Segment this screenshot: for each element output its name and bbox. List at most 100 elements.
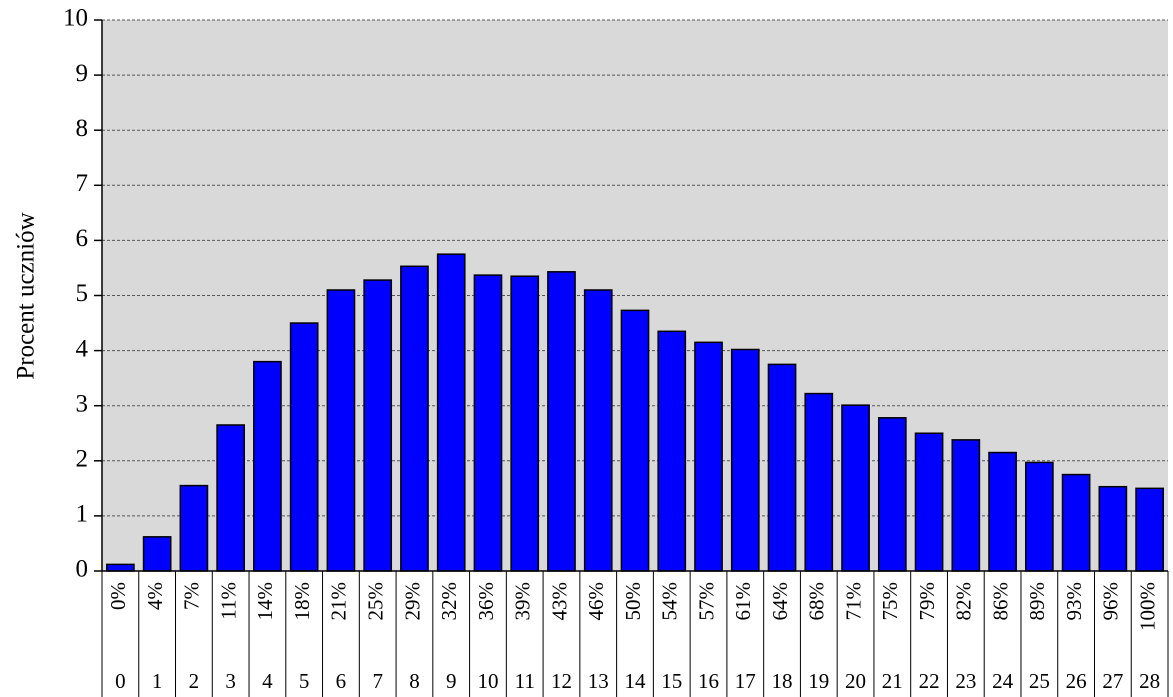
bar <box>1135 487 1164 572</box>
bar <box>106 563 135 572</box>
x-tick-label: 14 <box>625 669 647 693</box>
y-tick-label: 4 <box>76 335 89 362</box>
bar <box>400 265 429 572</box>
bar <box>730 348 760 572</box>
x-percent-label: 25% <box>364 582 388 621</box>
y-tick-label: 8 <box>76 115 89 142</box>
x-percent-label: 96% <box>1099 582 1123 621</box>
bar <box>877 417 907 572</box>
bar <box>1024 461 1054 572</box>
x-tick-label: 23 <box>955 669 976 693</box>
x-percent-label: 100% <box>1135 582 1159 631</box>
bar <box>620 309 650 572</box>
bar <box>657 330 687 572</box>
x-tick-label: 13 <box>588 669 609 693</box>
x-percent-label: 71% <box>841 582 865 621</box>
x-percent-label: 79% <box>915 582 939 621</box>
bar <box>988 451 1017 572</box>
x-tick-label: 2 <box>189 669 200 693</box>
bar <box>804 392 834 572</box>
x-tick-label: 20 <box>845 669 866 693</box>
x-tick-label: 27 <box>1102 669 1123 693</box>
x-percent-label: 93% <box>1062 582 1086 621</box>
x-percent-label: 7% <box>180 582 204 610</box>
x-tick-label: 12 <box>551 669 572 693</box>
bar <box>547 271 576 572</box>
x-percent-label: 29% <box>400 582 424 621</box>
x-tick-label: 21 <box>882 669 903 693</box>
x-percent-label: 4% <box>143 582 167 610</box>
bar <box>1061 473 1091 572</box>
x-tick-label: 25 <box>1029 669 1050 693</box>
x-tick-label: 4 <box>262 669 273 693</box>
x-tick-label: 6 <box>336 669 347 693</box>
y-tick-label: 6 <box>76 225 89 252</box>
y-tick-label: 1 <box>76 501 89 528</box>
x-tick-label: 18 <box>772 669 793 693</box>
bar <box>583 289 613 572</box>
x-percent-label: 64% <box>768 582 792 621</box>
x-percent-label: 18% <box>290 582 314 621</box>
bar <box>767 363 797 572</box>
bar <box>363 279 393 572</box>
x-percent-label: 68% <box>805 582 829 621</box>
x-percent-label: 21% <box>327 582 351 621</box>
bar <box>253 360 282 572</box>
x-tick-label: 3 <box>225 669 236 693</box>
x-percent-label: 75% <box>878 582 902 621</box>
x-percent-label: 0% <box>106 582 130 610</box>
y-tick-label: 0 <box>76 556 89 583</box>
bar <box>841 404 870 572</box>
x-tick-label: 19 <box>808 669 829 693</box>
bar <box>1098 485 1128 572</box>
x-percent-label: 82% <box>952 582 976 621</box>
x-percent-label: 50% <box>621 582 645 621</box>
y-tick-label: 9 <box>76 60 89 87</box>
bar <box>694 341 723 572</box>
y-tick-label: 10 <box>63 5 88 32</box>
y-tick-label: 5 <box>76 280 89 307</box>
x-percent-label: 89% <box>1025 582 1049 621</box>
x-percent-label: 14% <box>253 582 277 621</box>
bar <box>473 274 503 572</box>
bar <box>179 484 209 572</box>
y-tick-label: 3 <box>76 390 89 417</box>
x-tick-label: 26 <box>1066 669 1087 693</box>
x-percent-label: 39% <box>511 582 535 621</box>
bar <box>289 322 319 572</box>
y-tick-label: 2 <box>76 446 89 473</box>
bar <box>951 439 981 572</box>
y-tick-label: 7 <box>76 170 89 197</box>
x-tick-label: 11 <box>515 669 535 693</box>
x-percent-label: 86% <box>988 582 1012 621</box>
bar <box>326 289 356 572</box>
x-tick-label: 28 <box>1139 669 1160 693</box>
x-percent-label: 46% <box>584 582 608 621</box>
bar <box>216 424 246 572</box>
bar <box>914 432 944 572</box>
x-tick-label: 16 <box>698 669 719 693</box>
x-tick-label: 10 <box>477 669 498 693</box>
bar <box>510 275 540 572</box>
x-percent-label: 32% <box>437 582 461 621</box>
x-tick-label: 8 <box>409 669 420 693</box>
x-percent-label: 61% <box>731 582 755 621</box>
x-percent-label: 43% <box>547 582 571 621</box>
x-percent-label: 54% <box>658 582 682 621</box>
x-percent-label: 36% <box>474 582 498 621</box>
x-tick-label: 24 <box>992 669 1014 693</box>
bar <box>436 253 466 572</box>
x-tick-label: 1 <box>152 669 163 693</box>
x-percent-label: 11% <box>216 582 240 620</box>
x-tick-label: 17 <box>735 669 756 693</box>
x-tick-label: 15 <box>661 669 682 693</box>
x-tick-label: 7 <box>372 669 383 693</box>
x-percent-label: 57% <box>694 582 718 621</box>
x-tick-label: 5 <box>299 669 310 693</box>
x-tick-label: 22 <box>919 669 940 693</box>
x-tick-label: 9 <box>446 669 457 693</box>
bar <box>142 536 172 572</box>
x-tick-label: 0 <box>115 669 126 693</box>
y-axis-label: Procent uczniów <box>13 212 40 379</box>
